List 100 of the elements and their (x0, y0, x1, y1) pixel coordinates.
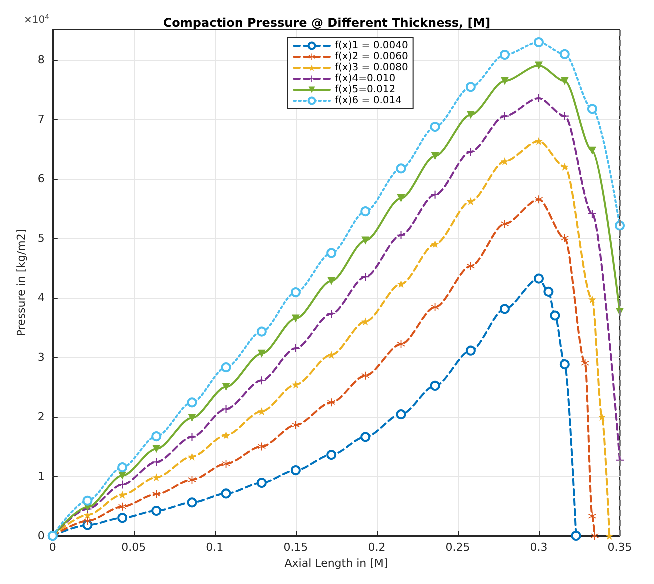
point (221, 488, 232, 499)
point (500, 112, 509, 120)
point (187, 398, 198, 408)
point (466, 111, 475, 120)
point (571, 531, 582, 541)
point (187, 498, 198, 508)
point (588, 512, 596, 520)
legend-label: f(x)6 = 0.014 (335, 96, 402, 106)
point (328, 310, 336, 318)
point (397, 194, 406, 202)
legend-label: f(x)4=0.010 (335, 74, 396, 84)
point (534, 137, 543, 146)
point (560, 234, 569, 242)
point (466, 262, 475, 270)
point (256, 326, 267, 337)
x-tick-label: 0.15 (284, 541, 308, 554)
point (152, 490, 161, 498)
chart-title: Compaction Pressure @ Different Thickness, [M] (163, 16, 491, 30)
point (534, 196, 543, 204)
point (188, 433, 196, 442)
point (222, 383, 230, 392)
point (292, 314, 300, 323)
y-tick-label: 8 (38, 53, 45, 66)
point (560, 77, 569, 86)
point (221, 362, 232, 373)
point (560, 49, 570, 60)
point (550, 310, 560, 321)
point (256, 478, 267, 488)
x-tick-label: 0.2 (368, 541, 386, 554)
point (326, 248, 337, 258)
point (118, 480, 127, 489)
point (466, 346, 476, 356)
y-tick-label: 6 (38, 172, 45, 186)
point (258, 376, 266, 385)
point (152, 506, 162, 516)
y-tick-label: 4 (38, 291, 45, 304)
point (396, 410, 406, 420)
point (152, 445, 161, 454)
x-tick-label: 0.3 (530, 541, 548, 554)
point (534, 38, 544, 48)
point (362, 236, 370, 245)
point (82, 496, 93, 506)
x-tick-label: 0.05 (122, 541, 146, 554)
point (588, 210, 596, 218)
point (118, 462, 128, 473)
point (500, 158, 509, 166)
point (544, 286, 554, 297)
point (431, 240, 440, 248)
point (396, 164, 406, 174)
point (222, 405, 230, 414)
point (290, 466, 301, 476)
point (362, 273, 370, 282)
point (292, 344, 300, 352)
point (326, 450, 337, 460)
point (534, 274, 544, 284)
x-tick-label: 0 (49, 541, 56, 554)
point (581, 359, 590, 368)
point (500, 220, 509, 228)
legend-label: f(x)3 = 0.0080 (335, 62, 408, 74)
point (430, 380, 440, 391)
point (598, 412, 606, 421)
point (500, 304, 510, 314)
point (466, 82, 476, 92)
point (362, 372, 370, 380)
y-tick-label: 5 (38, 232, 45, 245)
point (466, 148, 475, 156)
y-tick-label: 3 (38, 350, 45, 364)
point (258, 442, 266, 451)
point (82, 520, 93, 530)
point (500, 77, 509, 86)
point (560, 360, 570, 370)
point (466, 197, 475, 206)
point (500, 50, 510, 60)
point (290, 288, 301, 298)
point (431, 152, 440, 160)
point (360, 432, 371, 442)
y-tick-label: 7 (38, 112, 45, 126)
point (430, 122, 440, 132)
point (588, 296, 596, 304)
x-tick-label: 0.1 (206, 541, 224, 554)
point (360, 206, 371, 217)
point (560, 112, 569, 120)
y-tick-label: 1 (38, 470, 45, 483)
point (328, 398, 336, 407)
point (397, 280, 406, 288)
legend-label: f(x)1 = 0.0040 (335, 40, 408, 52)
x-tick-label: 0.25 (446, 541, 470, 554)
point (152, 458, 161, 466)
point (118, 502, 127, 511)
point (118, 513, 128, 524)
x-axis-title: Axial Length in [M] (284, 556, 388, 570)
x-tick-label: 0.35 (608, 541, 632, 554)
point (222, 431, 230, 440)
point (397, 231, 406, 240)
y-axis-title: Pressure in [kg/m2] (15, 229, 28, 337)
point (431, 190, 440, 199)
point (152, 432, 162, 442)
point (188, 414, 196, 422)
y-tick-label: 0 (38, 530, 45, 542)
point (534, 94, 543, 102)
